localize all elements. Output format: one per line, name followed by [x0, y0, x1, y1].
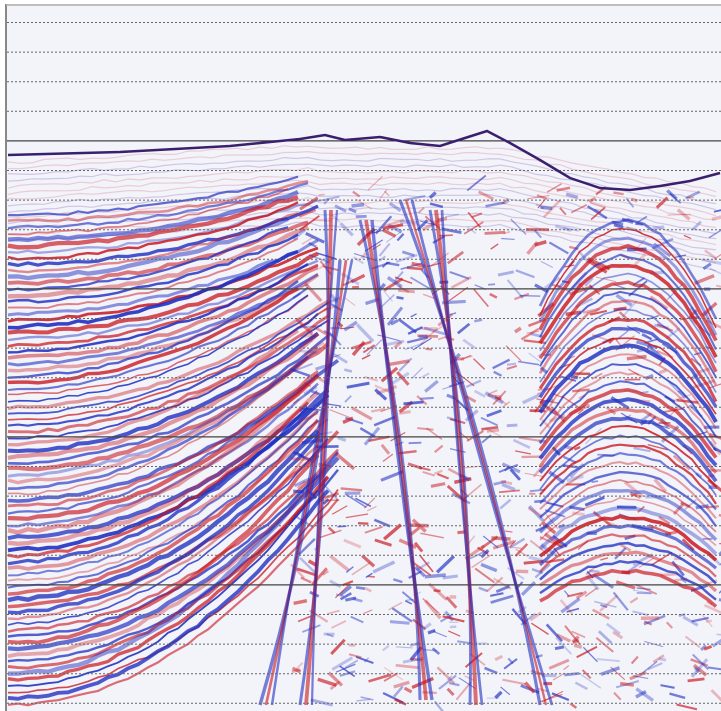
noise-stroke [555, 647, 564, 649]
noise-stroke [439, 235, 453, 236]
noise-stroke [620, 683, 634, 685]
noise-stroke [706, 621, 712, 622]
noise-stroke [406, 600, 414, 601]
noise-stroke [301, 335, 314, 336]
noise-stroke [592, 481, 599, 482]
noise-stroke [356, 587, 365, 588]
noise-stroke [507, 425, 518, 426]
noise-stroke [487, 430, 499, 431]
noise-stroke [407, 268, 423, 269]
noise-stroke [390, 622, 410, 624]
noise-stroke [688, 679, 705, 681]
noise-stroke [352, 205, 364, 206]
noise-stroke [293, 491, 304, 492]
noise-stroke [653, 227, 665, 228]
noise-stroke [450, 627, 456, 628]
seismic-section [0, 0, 721, 711]
noise-stroke [443, 576, 458, 578]
noise-stroke [613, 193, 623, 195]
noise-stroke [631, 494, 637, 495]
noise-stroke [399, 412, 410, 414]
noise-stroke [507, 364, 516, 365]
noise-stroke [398, 290, 415, 292]
noise-stroke [319, 194, 325, 195]
noise-stroke [403, 402, 423, 404]
noise-stroke [485, 232, 506, 233]
noise-stroke [425, 349, 432, 350]
noise-stroke [420, 398, 433, 399]
noise-stroke [540, 207, 552, 208]
page: (() => { const data = JSON.parse(documen… [0, 0, 721, 711]
noise-stroke [474, 320, 482, 322]
noise-stroke [717, 634, 721, 635]
noise-stroke [574, 645, 582, 647]
noise-stroke [589, 571, 599, 572]
noise-stroke [396, 297, 403, 298]
noise-stroke [313, 220, 332, 221]
